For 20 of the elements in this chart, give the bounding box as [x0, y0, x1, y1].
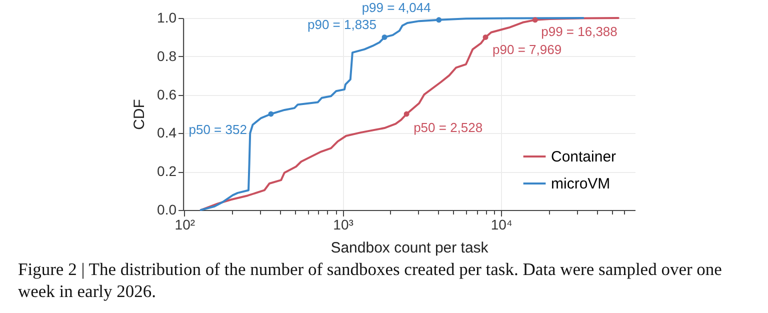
annotation: p99 = 16,388 — [541, 24, 618, 39]
y-tick-label: 0.0 — [157, 202, 177, 218]
y-tick-label: 1.0 — [157, 10, 177, 26]
x-axis-title: Sandbox count per task — [330, 240, 489, 256]
annotation: p90 = 1,835 — [307, 17, 377, 32]
annotation: p50 = 2,528 — [414, 120, 483, 135]
x-tick-label: 10² — [174, 216, 196, 232]
x-tick-label: 10³ — [333, 216, 354, 232]
legend-label: microVM — [551, 176, 610, 192]
annotation: p90 = 7,969 — [492, 42, 562, 58]
y-tick-label: 0.6 — [157, 86, 177, 102]
y-axis-title: CDF — [131, 99, 148, 130]
y-tick-label: 0.2 — [157, 163, 177, 180]
annotation: p99 = 4,044 — [362, 0, 431, 15]
y-tick-label: 0.8 — [157, 48, 177, 64]
annotation: p50 = 352 — [188, 122, 247, 137]
caption: Figure 2 | The distribution of the number of sandboxes created per task. Data were sampled over one week in early 2026. — [18, 258, 723, 302]
x-tick-label: 10⁴ — [490, 216, 512, 232]
legend-label: Container — [551, 148, 616, 166]
y-tick-label: 0.4 — [157, 124, 177, 141]
